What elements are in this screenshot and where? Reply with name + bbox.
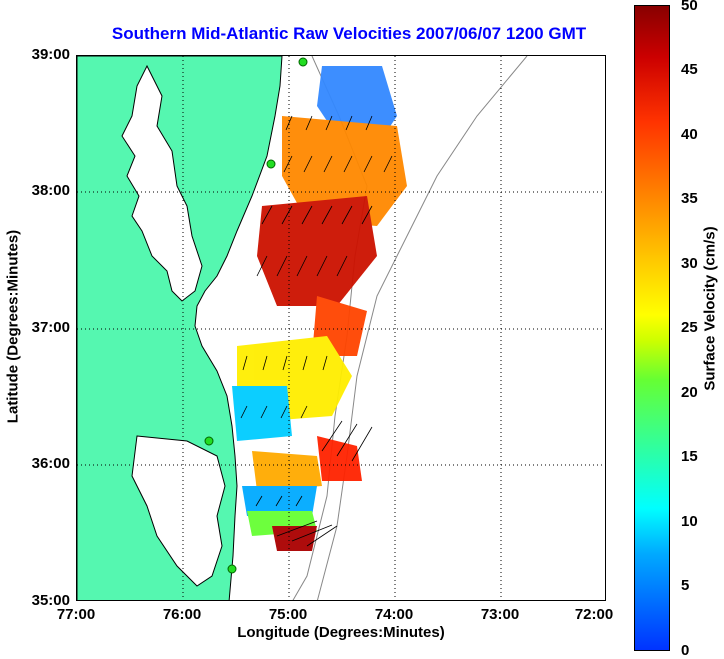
colorbar-tick: 35 xyxy=(681,190,698,207)
radar-stations xyxy=(204,57,308,574)
y-axis-label: Latitude (Degrees:Minutes) xyxy=(4,229,22,424)
colorbar-tick: 0 xyxy=(681,642,690,659)
station-marker xyxy=(266,159,276,169)
colorbar-tick: 40 xyxy=(681,126,698,143)
x-tick-label: 77:00 xyxy=(56,606,96,623)
y-tick-label: 37:00 xyxy=(31,319,70,336)
x-tick-label: 75:00 xyxy=(268,606,308,623)
y-tick-label: 39:00 xyxy=(31,46,70,63)
station-marker xyxy=(227,564,237,574)
colorbar-label: Surface Velocity (cm/s) xyxy=(701,226,719,391)
x-axis-label: Longitude (Degrees:Minutes) xyxy=(237,624,445,641)
colorbar-tick: 10 xyxy=(681,513,698,530)
colorbar xyxy=(634,5,670,651)
y-tick-label: 35:00 xyxy=(31,592,70,609)
colorbar-tick: 25 xyxy=(681,319,698,336)
colorbar-tick: 30 xyxy=(681,255,698,272)
chesapeake-bay xyxy=(121,64,203,302)
x-tick-label: 73:00 xyxy=(480,606,520,623)
x-tick-label: 72:00 xyxy=(574,606,614,623)
x-tick-label: 74:00 xyxy=(374,606,414,623)
x-tick-label: 76:00 xyxy=(162,606,202,623)
station-marker xyxy=(298,57,308,67)
colorbar-tick: 15 xyxy=(681,448,698,465)
y-tick-label: 38:00 xyxy=(31,182,70,199)
map-svg xyxy=(77,56,605,600)
map-plot-area[interactable] xyxy=(76,55,606,601)
velocity-vectors xyxy=(240,115,393,547)
land-mass xyxy=(77,56,283,600)
colorbar-tick: 5 xyxy=(681,577,690,594)
pamlico-sound xyxy=(131,435,226,587)
colorbar-tick: 45 xyxy=(681,61,698,78)
bathymetry-contour-outer xyxy=(317,56,528,600)
station-marker xyxy=(204,436,214,446)
velocity-field xyxy=(232,66,407,551)
colorbar-tick: 50 xyxy=(681,0,698,14)
grid-lines xyxy=(77,56,605,600)
chart-title: Southern Mid-Atlantic Raw Velocities 200… xyxy=(111,24,587,43)
y-tick-label: 36:00 xyxy=(31,455,70,472)
colorbar-tick: 20 xyxy=(681,384,698,401)
